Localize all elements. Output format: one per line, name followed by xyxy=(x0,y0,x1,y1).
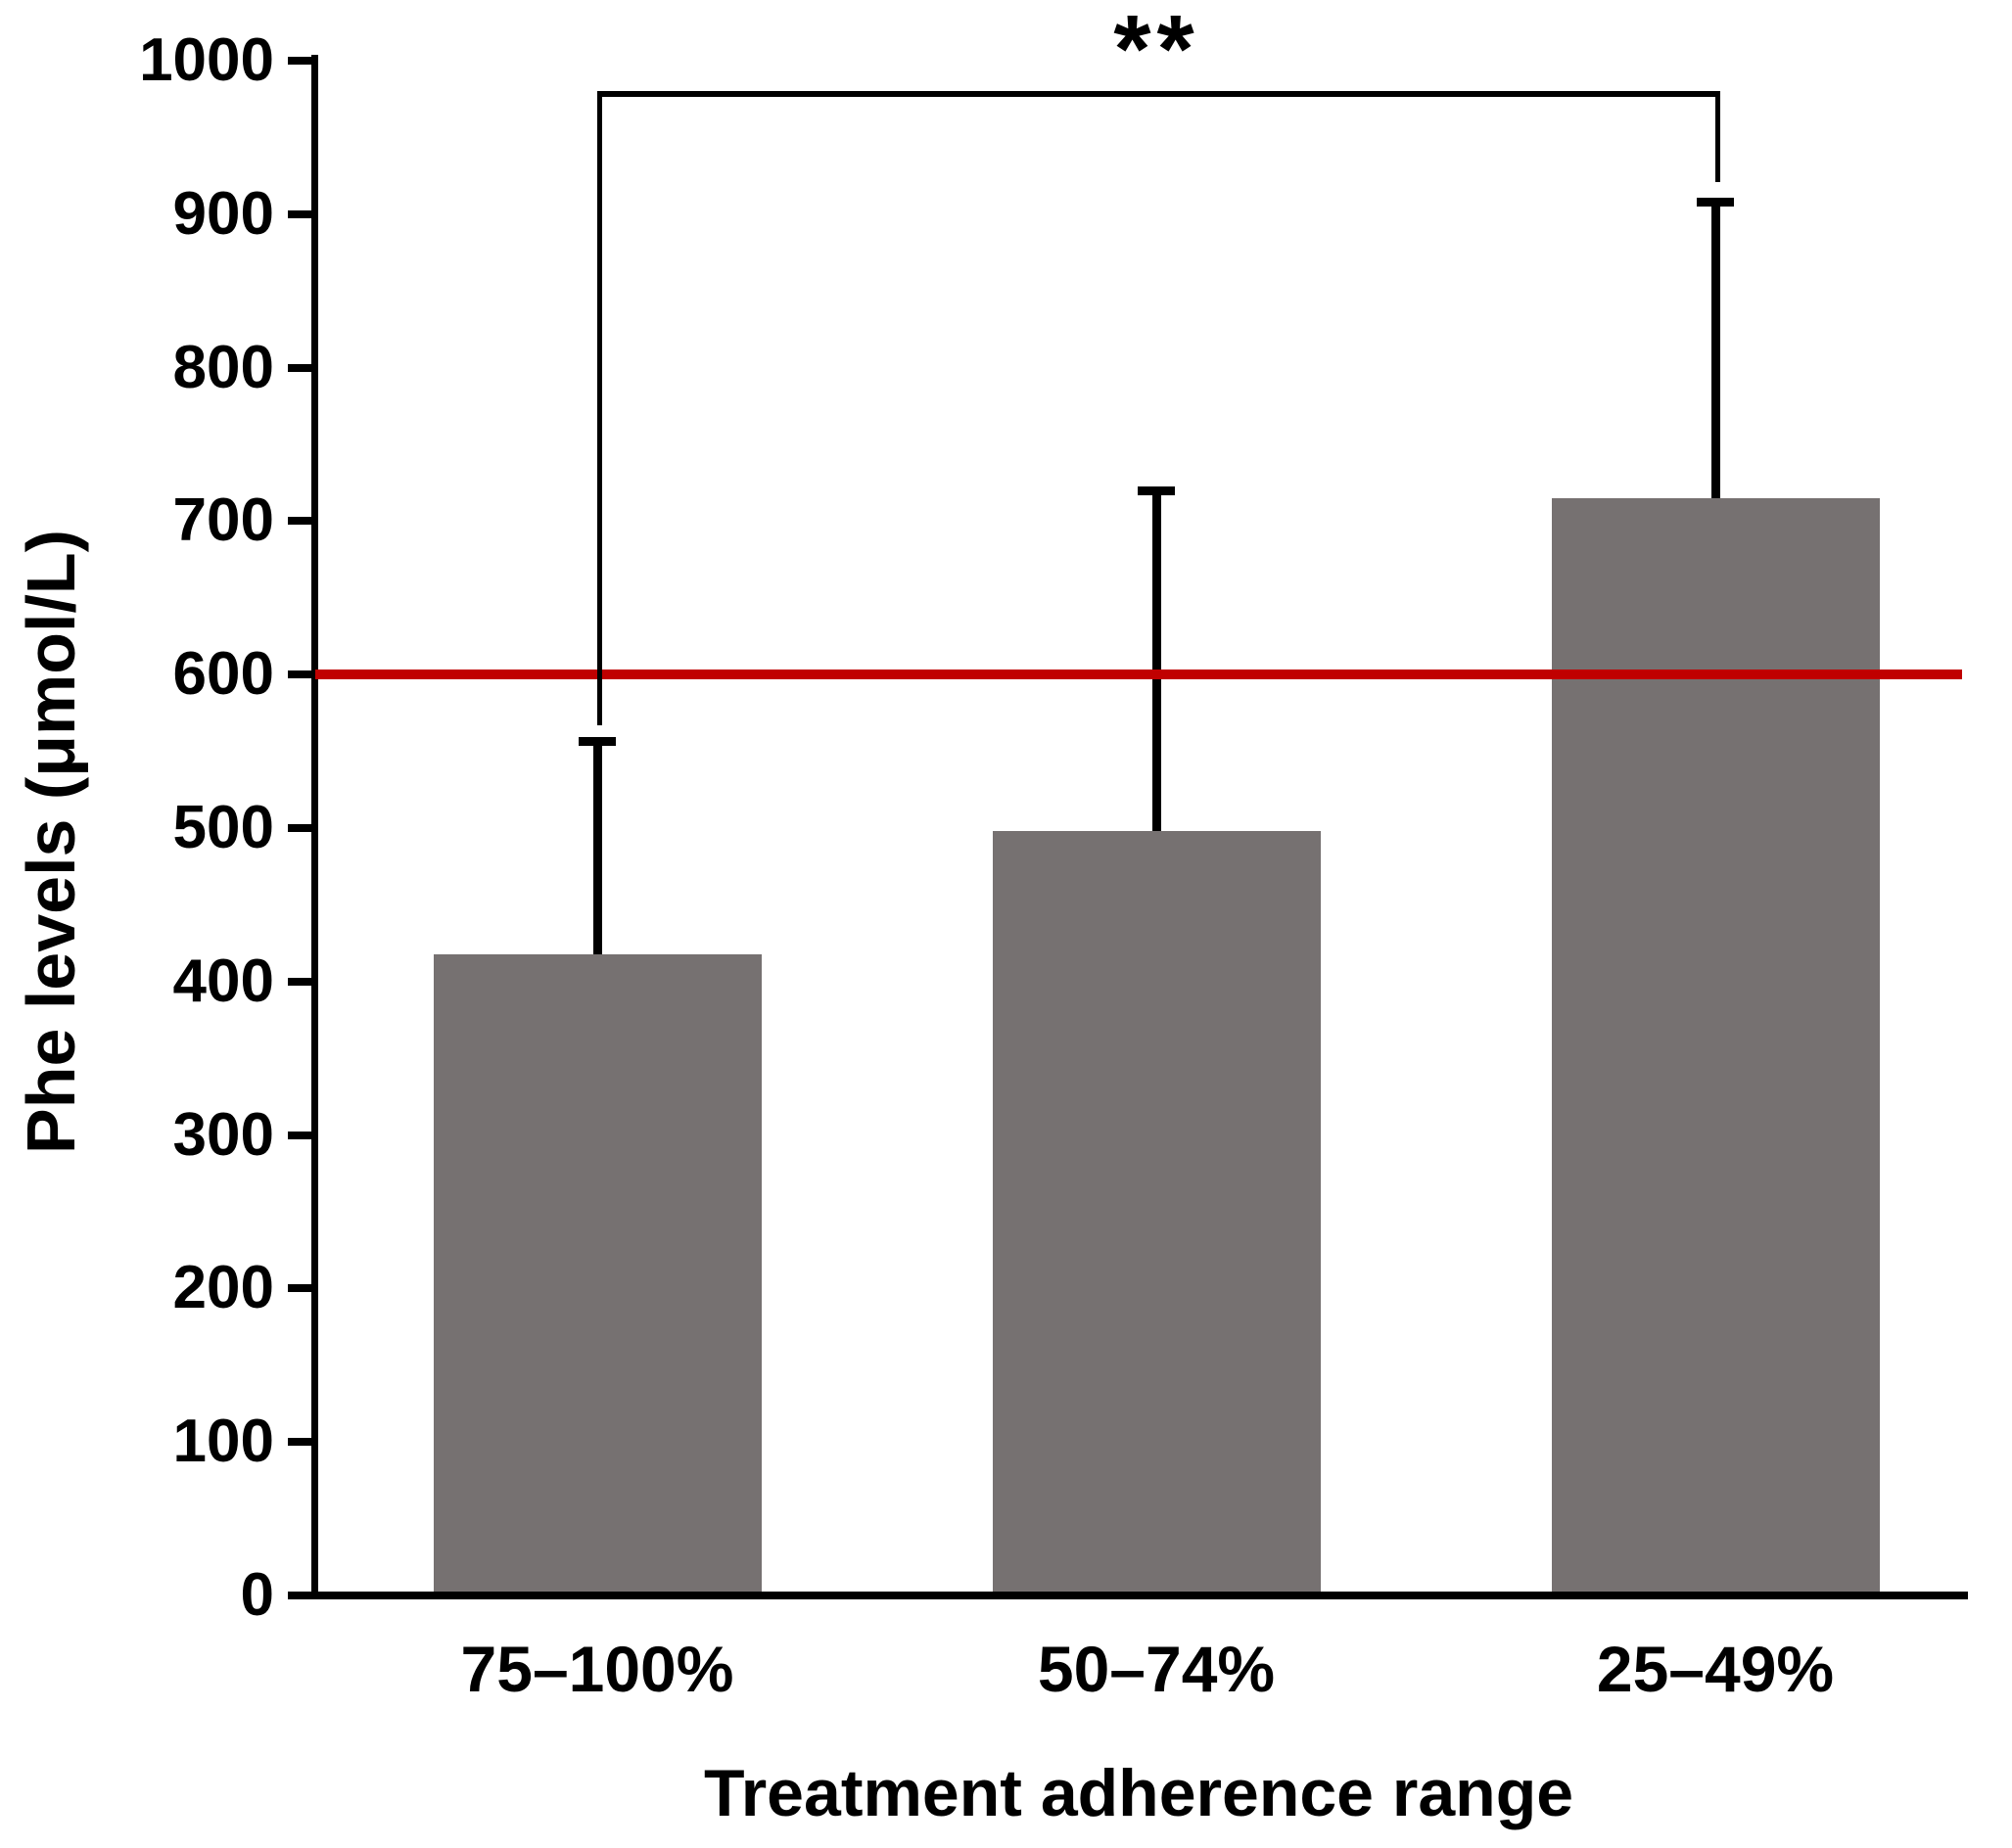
category-label: 25–49% xyxy=(1596,1633,1835,1705)
y-tick xyxy=(288,977,317,986)
bar xyxy=(433,953,762,1595)
y-tick xyxy=(288,824,317,832)
y-tick-label: 1000 xyxy=(139,26,274,94)
error-bar-stem xyxy=(593,740,602,954)
significance-bracket-left-leg xyxy=(597,91,602,725)
y-tick xyxy=(288,1284,317,1293)
error-bar-cap xyxy=(579,736,616,746)
y-tick xyxy=(288,363,317,372)
bar xyxy=(1551,497,1880,1595)
category-label: 75–100% xyxy=(460,1633,734,1705)
error-bar-cap xyxy=(1697,198,1734,208)
significance-label: ** xyxy=(1113,0,1200,103)
error-bar-stem xyxy=(1711,202,1720,498)
y-tick-label: 500 xyxy=(172,794,274,861)
y-tick xyxy=(288,670,317,679)
y-tick-label: 200 xyxy=(172,1254,274,1322)
x-axis-title: Treatment adherence range xyxy=(703,1756,1574,1830)
y-tick xyxy=(288,1592,317,1599)
x-axis-line xyxy=(311,1592,1968,1599)
error-bar-stem xyxy=(1152,490,1161,832)
error-bar-cap xyxy=(1138,486,1175,496)
y-tick xyxy=(288,517,317,526)
y-tick-label: 800 xyxy=(172,333,274,401)
y-tick-label: 400 xyxy=(172,947,274,1015)
y-tick xyxy=(288,1131,317,1139)
y-axis-title: Phe levels (μmol/L) xyxy=(13,530,89,1154)
significance-bracket-top xyxy=(597,91,1720,97)
y-tick-label: 300 xyxy=(172,1100,274,1169)
y-tick-label: 900 xyxy=(172,179,274,248)
y-tick xyxy=(288,1438,317,1447)
bar xyxy=(992,831,1321,1595)
y-tick-label: 0 xyxy=(240,1561,274,1629)
reference-line xyxy=(315,670,1962,680)
y-tick-label: 100 xyxy=(172,1408,274,1476)
significance-bracket-right-leg xyxy=(1715,91,1720,183)
y-tick-label: 700 xyxy=(172,486,274,555)
y-tick xyxy=(288,209,317,218)
category-label: 50–74% xyxy=(1037,1633,1276,1705)
y-tick xyxy=(288,57,317,65)
y-tick-label: 600 xyxy=(172,640,274,709)
y-axis-line xyxy=(311,55,318,1599)
